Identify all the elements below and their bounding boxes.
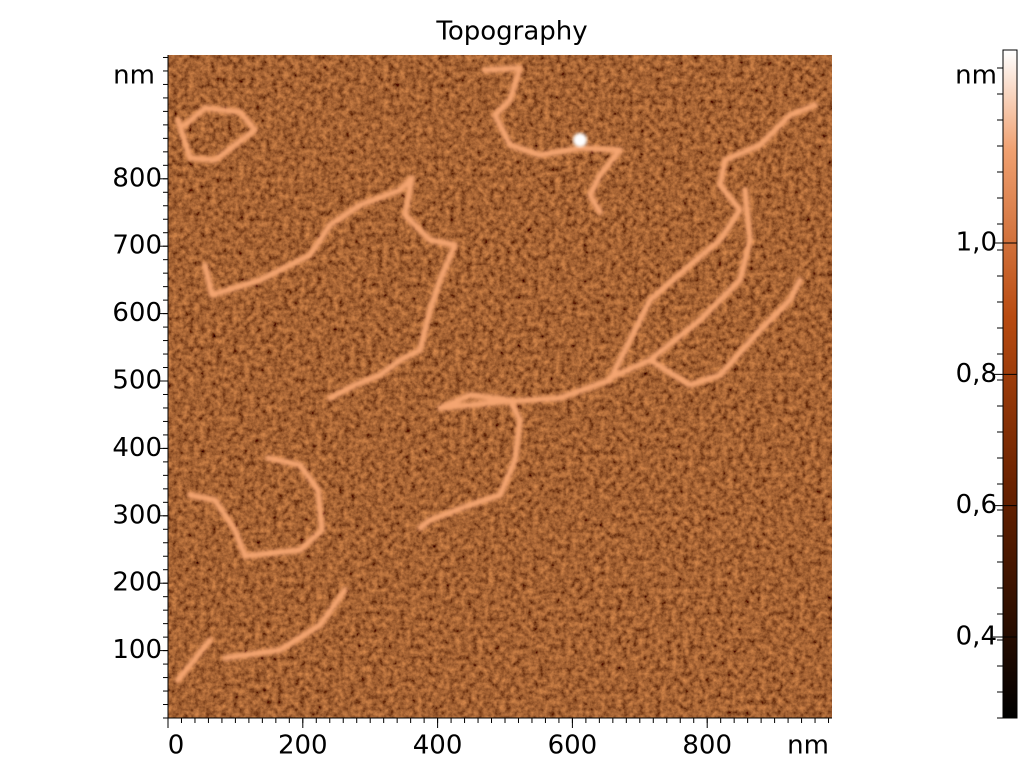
x-unit: nm xyxy=(787,731,829,761)
y-tick-label: 500 xyxy=(112,366,162,396)
colorbar xyxy=(1002,49,1018,719)
x-tick-label: 0 xyxy=(168,731,185,761)
colorbar-tick-label: 1,0 xyxy=(956,227,997,257)
axes: 0 200 400 600 800 100 200 300 400 500 600 700 800 0,4… xyxy=(112,56,1017,761)
y-tick-label: 100 xyxy=(112,635,162,665)
y-tick-label: 400 xyxy=(112,433,162,463)
x-tick-label: 400 xyxy=(413,731,463,761)
colorbar-tick-label: 0,6 xyxy=(956,490,997,520)
y-tick-label: 700 xyxy=(112,231,162,261)
y-tick-label: 200 xyxy=(112,568,162,598)
y-tick-label: 800 xyxy=(112,163,162,193)
x-tick-label: 800 xyxy=(682,731,732,761)
colorbar-tick-label: 0,4 xyxy=(956,622,997,652)
topography-image xyxy=(168,55,832,718)
y-tick-label: 300 xyxy=(112,500,162,530)
x-tick-label: 600 xyxy=(548,731,598,761)
y-tick-label: 600 xyxy=(112,298,162,328)
x-tick-label: 200 xyxy=(278,731,328,761)
colorbar-tick-label: 0,8 xyxy=(956,359,997,389)
y-unit: nm xyxy=(113,61,155,91)
image-title: Topography xyxy=(435,17,587,47)
colorbar-unit: nm xyxy=(955,61,997,91)
